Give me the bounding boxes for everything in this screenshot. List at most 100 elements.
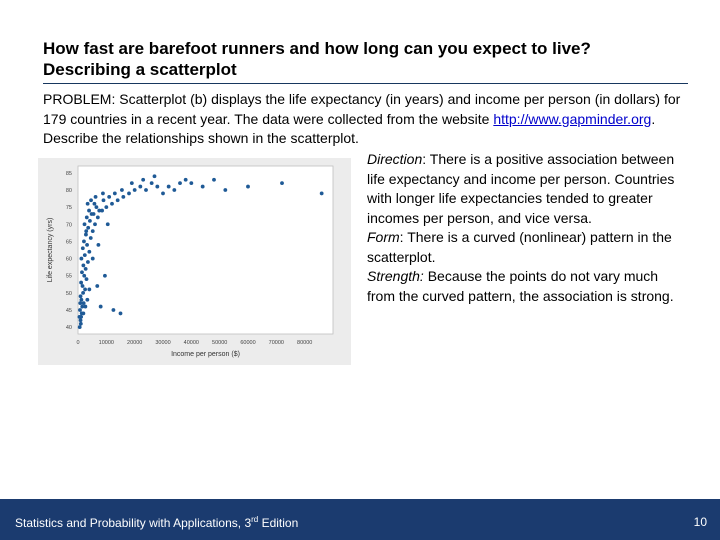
scatter-point [129,181,134,186]
y-tick-label: 70 [66,222,72,228]
scatter-point [115,198,120,203]
scatter-point [79,280,84,285]
slide-title: How fast are barefoot runners and how lo… [43,38,693,80]
scatter-point [95,284,100,288]
scatter-point [101,198,106,203]
scatter-point [152,174,157,179]
scatter-point [81,263,86,268]
scatter-point [172,188,177,192]
x-tick-label: 40000 [184,340,199,346]
scatter-point [87,249,92,254]
scatter-point [89,212,94,216]
direction-paragraph: Direction: There is a positive associati… [367,150,687,228]
scatter-point [107,194,112,199]
x-tick-label: 30000 [155,340,170,346]
scatter-point [178,181,182,186]
scatter-point [90,256,95,261]
footer-bar: Statistics and Probability with Applicat… [0,499,720,540]
direction-label: Direction [367,151,423,167]
scatter-point [246,184,250,189]
y-tick-label: 85 [66,171,72,177]
scatter-point [166,184,171,189]
scatterplot-figure: 0 10000 20000 30000 40000 50000 60000 70000 8000… [38,158,351,365]
scatter-point [84,215,89,220]
scatter-point [149,181,154,186]
scatter-point [120,188,124,192]
scatter-point [200,184,205,189]
scatter-point [87,208,91,213]
scatter-point [93,194,98,199]
slide-title-line1: How fast are barefoot runners and how lo… [43,39,591,58]
y-tick-label: 45 [66,308,72,314]
scatter-point [82,253,87,258]
problem-text-a: Scatterplot (b) displays the life expect… [43,91,681,127]
x-tick-label: 60000 [240,340,255,346]
scatter-point [90,229,95,234]
y-tick-label: 55 [66,274,72,280]
scatter-point [82,222,87,227]
scatter-point [103,273,107,278]
y-tick-label: 50 [66,291,72,297]
scatter-point [77,325,82,330]
scatter-point [86,225,91,230]
scatter-point [100,208,104,213]
scatter-point [141,177,146,182]
x-tick-label: 10000 [99,340,114,346]
scatter-point [127,191,131,196]
slide-title-line2: Describing a scatterplot [43,60,237,79]
scatter-point [89,198,93,203]
book-title: Statistics and Probability with Applicat… [15,515,298,530]
scatter-point [80,246,85,251]
scatter-point [85,201,90,206]
scatter-point [110,201,114,206]
scatter-point [121,194,126,199]
gapminder-link[interactable]: http://www.gapminder.org [493,110,652,127]
scatter-point [92,201,97,206]
scatter-point [85,297,90,302]
x-tick-label: 50000 [212,340,227,346]
scatter-point [189,181,194,186]
description-panel: Direction: There is a positive associati… [367,150,687,306]
book-title-post: Edition [258,516,299,530]
scatter-point [78,308,82,312]
scatter-point [84,229,89,234]
scatter-point [105,222,110,227]
scatter-point [82,239,86,244]
scatter-point [82,273,87,278]
scatter-point [223,188,228,192]
x-tick-label: 0 [76,340,79,346]
scatter-point [80,304,85,309]
strength-paragraph: Strength: Because the points do not vary… [367,267,687,306]
scatter-point [84,277,89,282]
scatter-point [161,191,165,196]
scatter-point [98,304,103,309]
scatter-point [155,184,160,189]
problem-text-b: . Describe the relationships shown in th… [43,110,656,147]
y-axis-label: Life expectancy (yrs) [47,218,54,283]
scatter-point [84,232,88,237]
problem-statement: PROBLEM: Scatterplot (b) displays the li… [43,90,683,149]
strength-label: Strength: [367,268,424,284]
scatter-point [83,287,87,292]
x-tick-label: 80000 [297,340,312,346]
scatter-point [77,314,82,319]
scatter-point [81,311,86,316]
y-tick-label: 65 [66,239,72,245]
scatter-point [319,191,324,196]
y-tick-label: 40 [66,325,72,331]
scatter-point [88,236,93,240]
title-divider [43,83,688,84]
form-label: Form [367,229,400,245]
scatter-point [96,242,101,247]
book-title-sup: rd [251,515,259,524]
scatter-point [83,266,88,271]
scatter-point [81,301,86,306]
scatter-point [78,301,83,306]
scatter-point [118,311,123,316]
scatter-point [78,318,83,323]
scatter-point [79,256,84,261]
scatter-point [97,208,102,213]
scatterplot: 0 10000 20000 30000 40000 50000 60000 70000 8000… [47,165,334,358]
page-number: 10 [693,515,707,529]
x-axis-label: Income per person ($) [171,351,240,358]
